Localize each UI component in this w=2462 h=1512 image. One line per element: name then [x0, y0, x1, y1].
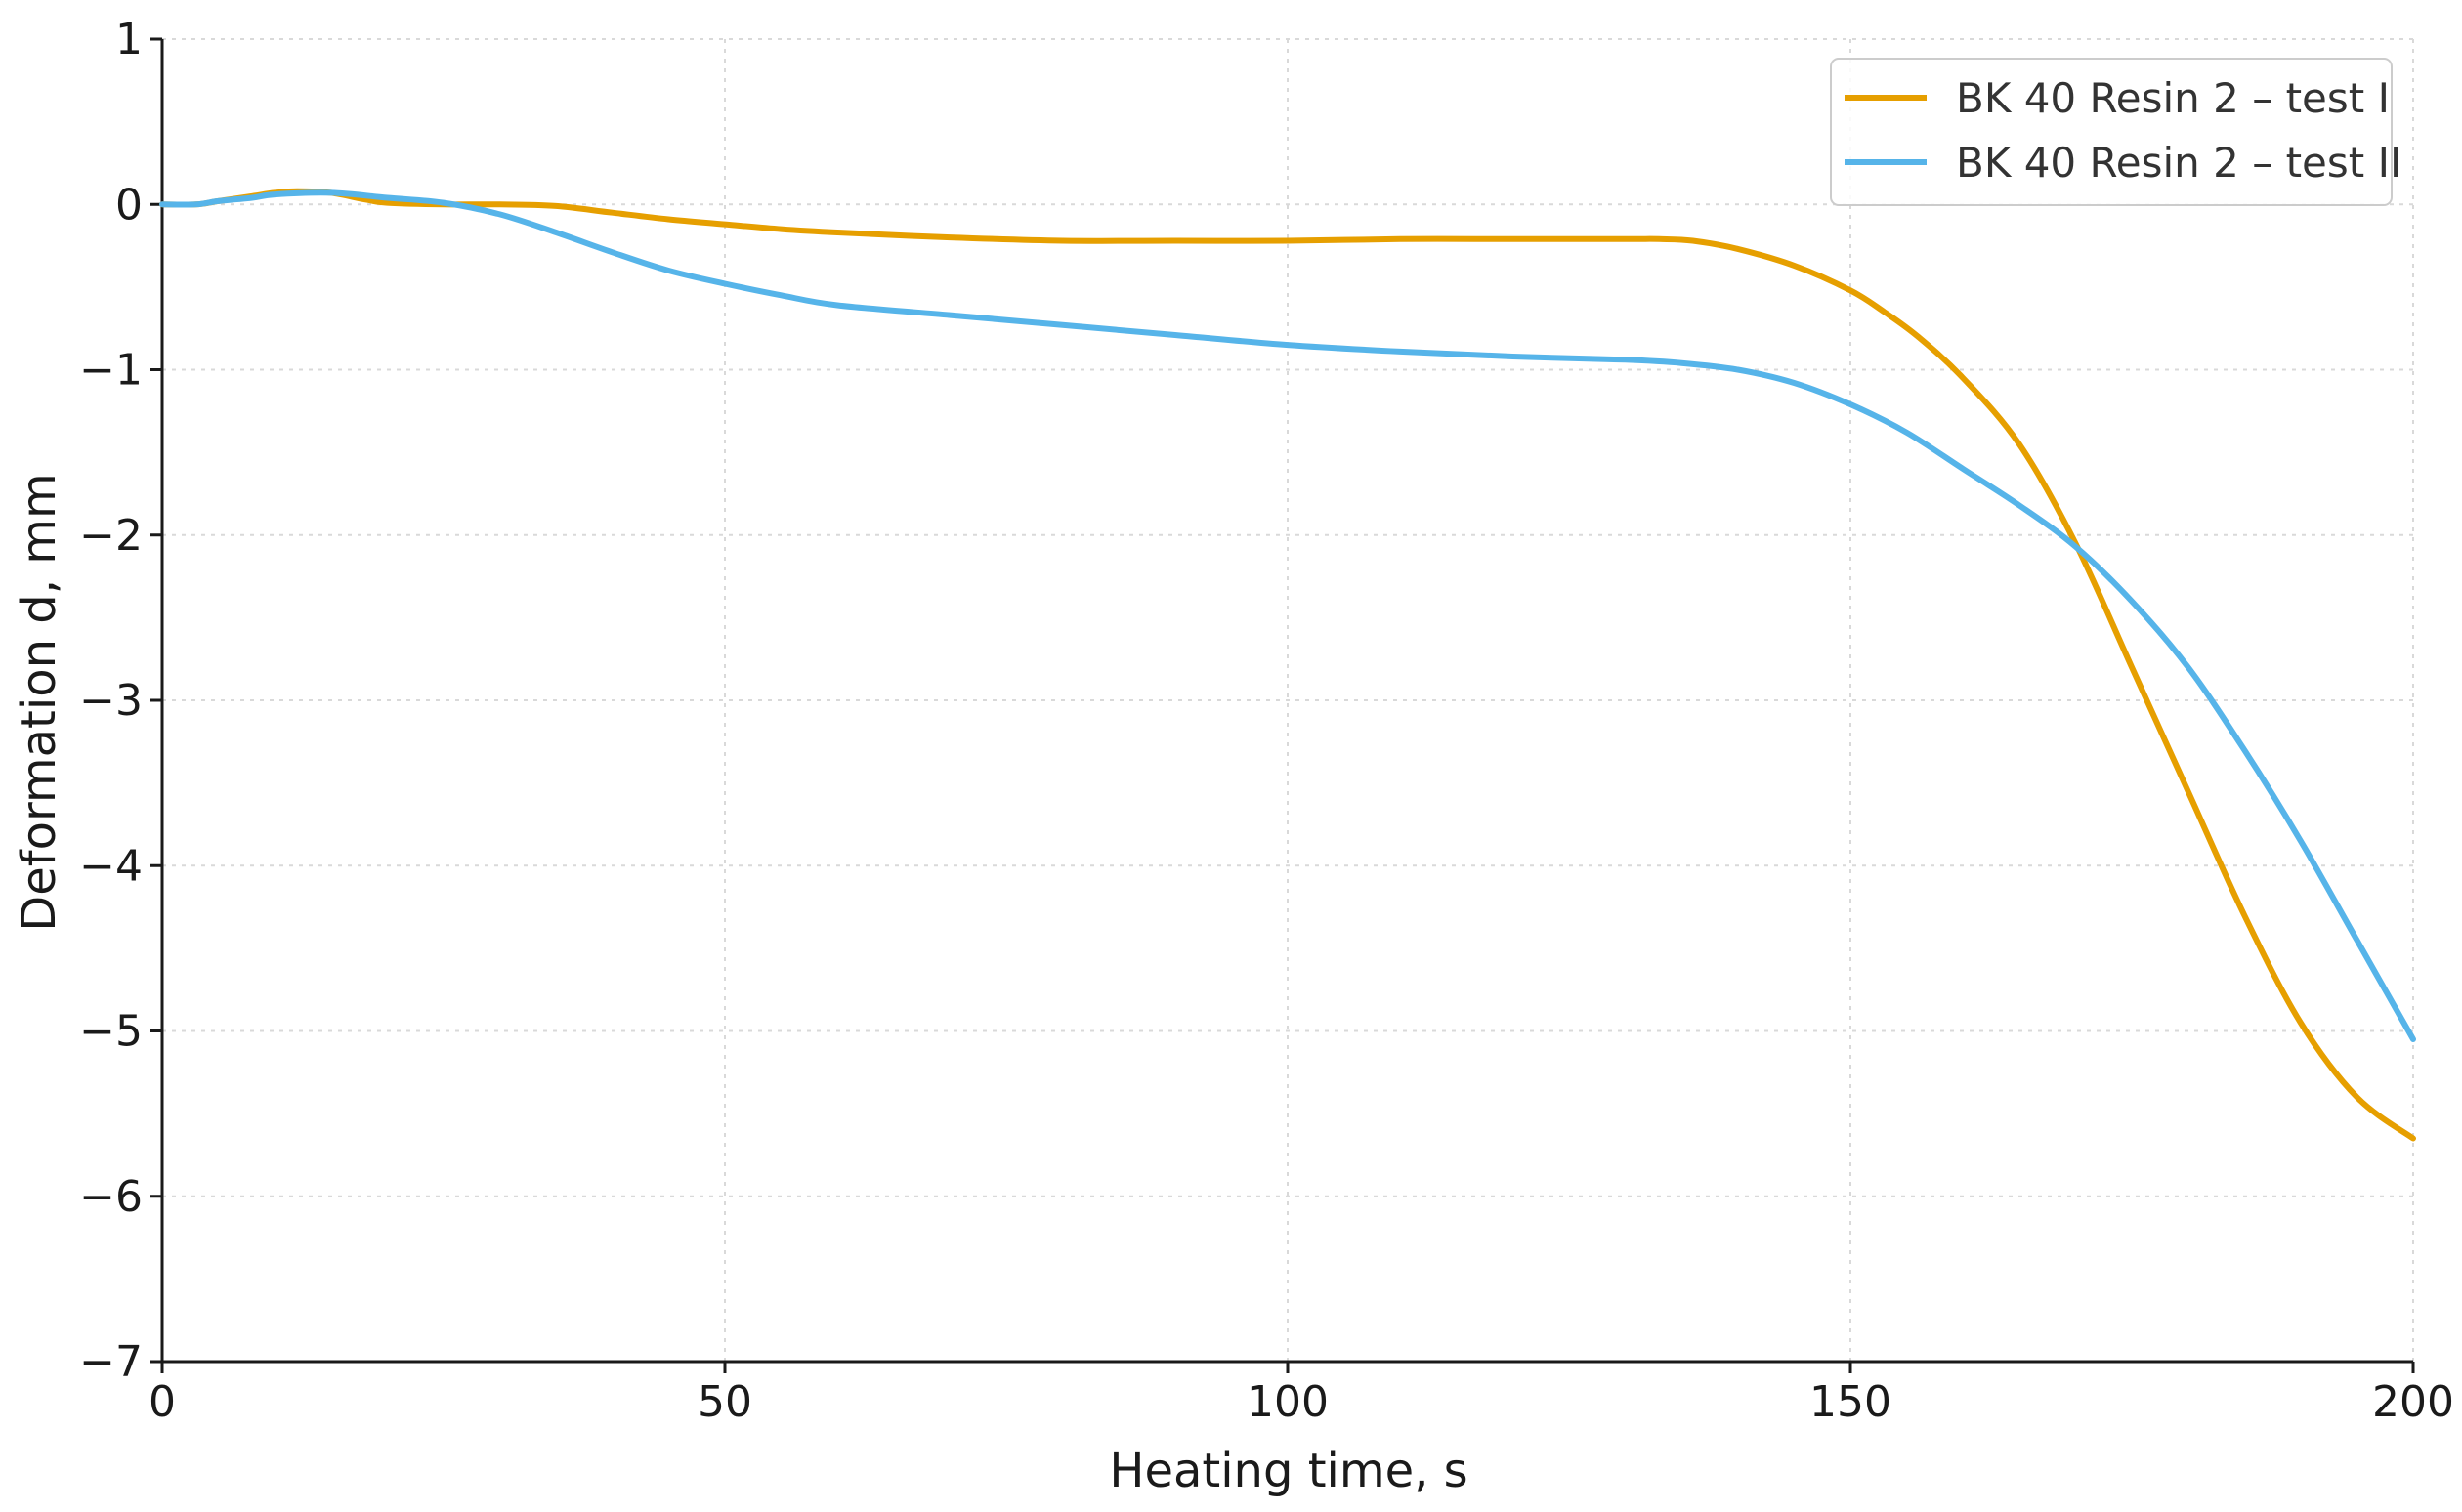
y-tick-label: −1	[79, 346, 143, 396]
y-axis-title: Deformation d, mm	[12, 473, 66, 932]
x-tick-label: 0	[149, 1377, 176, 1427]
legend: BK 40 Resin 2 – test I BK 40 Resin 2 – te…	[1830, 58, 2401, 206]
axes: 0 50 100 150 200 1 0 −1 −2 −3 −4 −5 −6 −7	[79, 15, 2454, 1427]
grid	[161, 38, 2414, 1363]
series-line-2	[159, 189, 2416, 1042]
x-tick-label: 150	[1809, 1377, 1891, 1427]
x-tick-label: 200	[2372, 1377, 2454, 1427]
legend-box	[1830, 58, 2393, 206]
y-tick-label: 0	[115, 180, 143, 230]
y-tick-label: −5	[79, 1007, 143, 1057]
y-tick-label: −4	[79, 841, 143, 891]
x-tick-label: 50	[698, 1377, 752, 1427]
y-tick-label: 1	[115, 15, 143, 64]
y-tick-label: −3	[79, 676, 143, 726]
x-tick-label: 100	[1247, 1377, 1329, 1427]
y-tick-label: −7	[79, 1337, 143, 1387]
y-tick-label: −6	[79, 1172, 143, 1222]
legend-label: BK 40 Resin 2 – test II	[1956, 139, 2401, 187]
legend-label: BK 40 Resin 2 – test I	[1956, 74, 2390, 122]
x-axis-title: Heating time, s	[1109, 1444, 1467, 1498]
series-layer	[159, 188, 2416, 1142]
y-tick-label: −2	[79, 511, 143, 561]
series-line-1	[159, 188, 2416, 1142]
